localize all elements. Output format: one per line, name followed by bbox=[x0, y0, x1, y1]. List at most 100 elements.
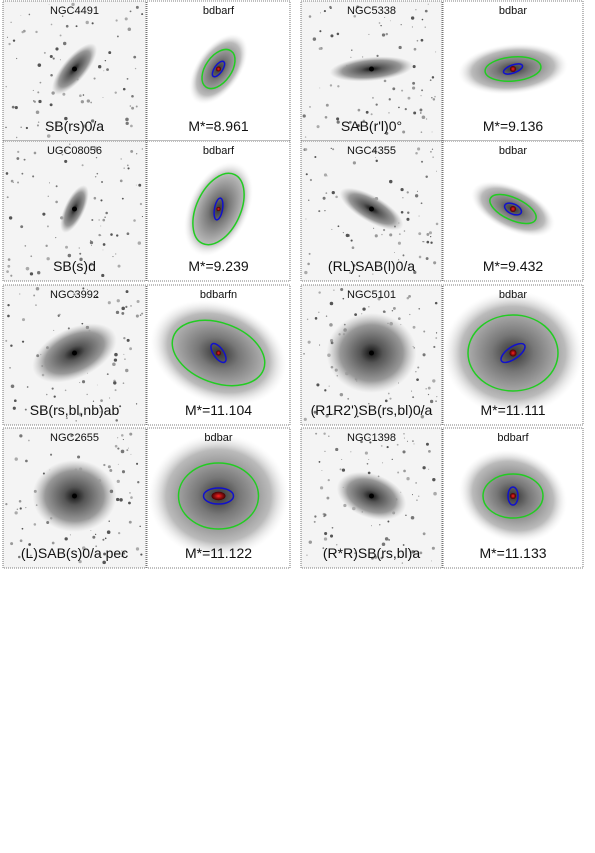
star bbox=[119, 179, 123, 183]
star bbox=[128, 501, 131, 505]
star bbox=[136, 462, 139, 465]
star bbox=[92, 535, 96, 539]
star bbox=[113, 358, 118, 362]
star bbox=[114, 352, 118, 357]
star bbox=[352, 161, 356, 165]
star bbox=[134, 67, 137, 70]
galaxy-name: NGC5101 bbox=[347, 289, 396, 301]
star bbox=[114, 389, 117, 392]
star bbox=[412, 81, 416, 85]
star bbox=[81, 380, 86, 384]
star bbox=[121, 550, 123, 552]
star bbox=[308, 540, 313, 544]
star bbox=[56, 123, 58, 125]
star bbox=[417, 147, 421, 151]
star bbox=[141, 215, 144, 218]
star bbox=[319, 486, 324, 490]
star bbox=[78, 247, 80, 249]
star bbox=[415, 371, 417, 373]
star bbox=[400, 24, 402, 26]
star bbox=[420, 410, 423, 413]
star bbox=[402, 130, 406, 134]
star bbox=[415, 8, 417, 11]
image-panel: NGC2655 (L)SAB(s)0/a pec bbox=[2, 427, 147, 569]
star bbox=[402, 197, 404, 199]
star bbox=[354, 552, 356, 554]
morphology: SAB(r'l)0° bbox=[341, 118, 402, 134]
star bbox=[141, 312, 144, 315]
star bbox=[32, 89, 34, 92]
star bbox=[64, 389, 67, 392]
star bbox=[37, 91, 40, 94]
star bbox=[350, 451, 352, 453]
star bbox=[123, 353, 125, 355]
star bbox=[419, 551, 423, 555]
star bbox=[418, 232, 422, 236]
bulge bbox=[510, 66, 516, 72]
star bbox=[427, 3, 429, 5]
star bbox=[7, 314, 10, 318]
star bbox=[5, 172, 9, 175]
star bbox=[102, 97, 104, 99]
star bbox=[29, 554, 32, 557]
star bbox=[79, 252, 82, 255]
star bbox=[373, 227, 375, 229]
star bbox=[28, 543, 32, 546]
star bbox=[398, 259, 400, 261]
star bbox=[10, 179, 14, 183]
model-panel: bdbar M*=9.432 bbox=[442, 140, 584, 282]
star bbox=[323, 432, 326, 435]
star bbox=[404, 108, 407, 111]
star bbox=[42, 212, 46, 216]
star bbox=[406, 477, 410, 481]
star bbox=[18, 555, 21, 559]
star bbox=[425, 175, 428, 178]
star bbox=[136, 153, 138, 155]
bulge bbox=[510, 493, 516, 499]
star bbox=[384, 399, 388, 403]
galaxy-core bbox=[369, 350, 374, 356]
star bbox=[117, 463, 119, 465]
star bbox=[64, 537, 68, 541]
star bbox=[92, 400, 95, 402]
star bbox=[90, 119, 95, 123]
star bbox=[335, 447, 339, 452]
galaxy-core bbox=[72, 493, 77, 499]
star bbox=[406, 296, 410, 300]
star bbox=[130, 305, 132, 307]
star bbox=[141, 13, 144, 16]
star bbox=[382, 228, 386, 232]
star bbox=[21, 527, 24, 530]
star bbox=[103, 552, 106, 556]
star bbox=[129, 347, 132, 351]
star bbox=[15, 136, 18, 139]
star bbox=[7, 264, 11, 268]
star bbox=[403, 469, 406, 473]
star bbox=[69, 534, 71, 536]
image-panel: NGC5338 SAB(r'l)0° bbox=[300, 0, 443, 142]
star bbox=[123, 167, 125, 169]
star bbox=[422, 240, 424, 243]
star bbox=[77, 455, 81, 459]
star bbox=[48, 182, 50, 184]
star bbox=[328, 435, 330, 438]
model-panel: bdbarf M*=9.239 bbox=[146, 140, 291, 282]
star bbox=[422, 353, 426, 357]
star bbox=[305, 173, 308, 176]
star bbox=[21, 318, 26, 322]
image-panel: UGC08056 SB(s)d bbox=[2, 140, 147, 282]
stellar-mass: M*=11.104 bbox=[185, 402, 252, 418]
star bbox=[55, 47, 59, 51]
star bbox=[385, 32, 389, 36]
star bbox=[426, 233, 430, 236]
star bbox=[102, 243, 106, 246]
morphology: SB(s)d bbox=[53, 258, 96, 274]
star bbox=[116, 35, 119, 38]
star bbox=[391, 458, 393, 461]
star bbox=[16, 508, 19, 510]
star bbox=[104, 537, 107, 540]
star bbox=[412, 65, 416, 69]
stellar-mass: M*=11.111 bbox=[481, 402, 546, 418]
star bbox=[8, 42, 11, 46]
star bbox=[94, 176, 97, 178]
